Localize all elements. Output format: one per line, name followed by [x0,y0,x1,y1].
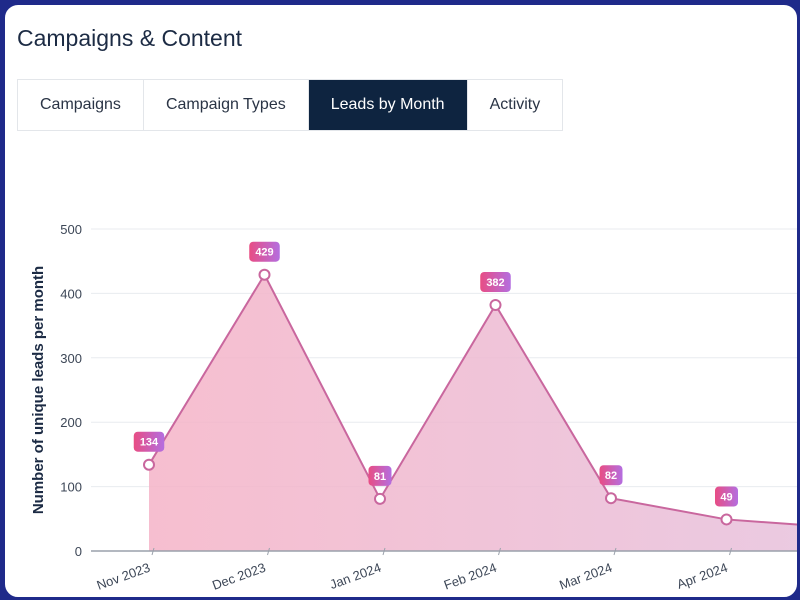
x-tick [498,547,501,556]
x-tick-label: Mar 2024 [557,560,614,593]
data-point [374,492,386,505]
data-label-badge [368,465,392,486]
data-point [720,513,733,526]
x-tick [267,547,270,556]
tab-activity[interactable]: Activity [489,96,541,113]
data-label: 429 [255,247,273,259]
y-tick-label: 400 [60,286,82,301]
data-label: 49 [720,491,732,503]
y-tick-label: 300 [60,351,82,366]
y-tick-label: 200 [60,415,82,430]
tab-campaign-types[interactable]: Campaign Types [144,80,309,130]
data-label-badge [715,486,738,507]
x-tick-label: Nov 2023 [95,560,152,593]
tab-campaigns[interactable]: Campaigns [18,80,144,130]
data-point [143,458,155,471]
data-label-badge [599,465,623,486]
data-label-badge [133,431,165,452]
data-label: 82 [605,470,617,482]
data-label: 81 [374,471,386,483]
x-tick-label: Feb 2024 [442,560,499,593]
y-tick-label: 0 [75,544,82,559]
y-tick-label: 500 [60,222,82,237]
leads-area-chart: 0 100 200 300 400 500 Nov 2023 Dec 2023 Jan 2024… [30,222,797,593]
data-label: 382 [486,277,504,289]
data-point [489,298,502,311]
tab-leads-by-month[interactable]: Leads by Month [308,80,468,130]
data-label: 134 [140,437,159,449]
y-tick-label: 100 [60,480,82,495]
y-axis-title: Number of unique leads per month [30,266,47,514]
tab-bar: Campaigns Campaign Types Leads by Month … [17,79,564,131]
data-label-badge [480,271,511,292]
x-tick-label: Apr 2024 [675,560,730,592]
x-tick [613,547,617,556]
x-tick-label: Jan 2024 [328,560,383,592]
data-point [605,492,617,505]
x-tick [151,547,155,556]
x-tick-label: Dec 2023 [210,560,267,593]
data-label-badge [249,241,280,262]
page-title: Campaigns & Content [17,25,243,51]
x-tick [382,547,386,556]
data-point [258,268,271,281]
x-tick [729,547,732,556]
area-fill [149,274,797,551]
